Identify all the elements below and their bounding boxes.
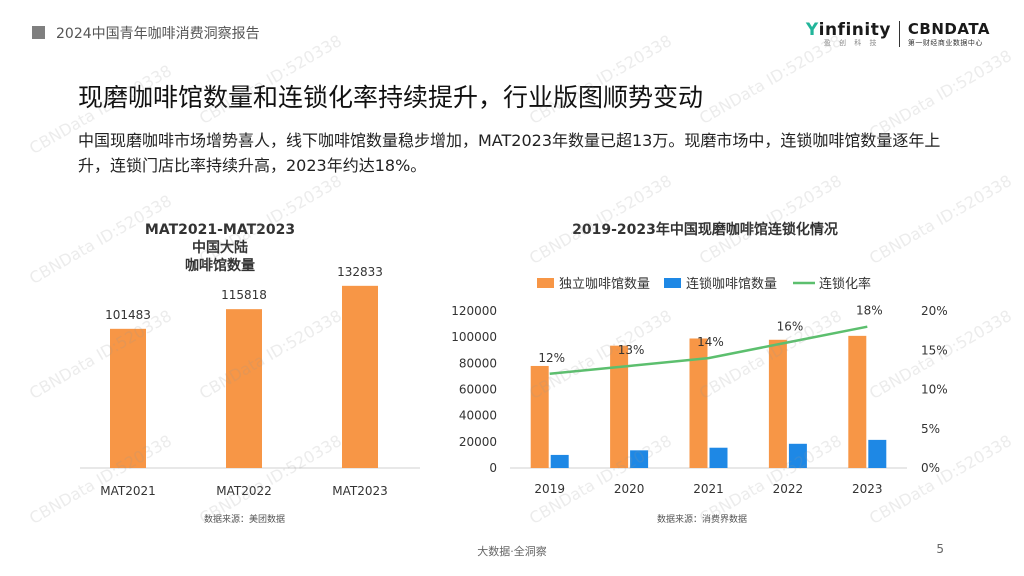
- infinity-logo-sub: 盈 创 科 技: [823, 39, 880, 47]
- right-chart-bar-chain: [709, 447, 728, 468]
- left-chart-data-label: 115818: [221, 288, 267, 302]
- cbndata-logo-sub: 第一财经商业数据中心: [907, 39, 983, 47]
- right-chart-x-tick-label: 2023: [852, 482, 883, 496]
- right-chart-bar-independent: [768, 339, 787, 468]
- logo-divider: [898, 21, 900, 47]
- left-chart-x-tick-label: MAT2022: [216, 484, 272, 498]
- right-chart-line-data-label: 16%: [777, 319, 804, 333]
- left-chart-bar: [342, 285, 378, 468]
- right-chart-line-data-label: 14%: [697, 335, 724, 349]
- left-chart-data-label: 132833: [337, 265, 383, 279]
- right-chart-legend-label: 连锁咖啡馆数量: [686, 276, 777, 292]
- left-chart-bar: [110, 328, 146, 468]
- left-chart-x-tick-label: MAT2021: [100, 484, 156, 498]
- logo-area: Yinfinity 盈 创 科 技 CBNDATA 第一财经商业数据中心: [806, 18, 990, 50]
- infinity-logo: Yinfinity 盈 创 科 技: [806, 20, 891, 48]
- right-chart-bar-independent: [530, 365, 549, 468]
- right-chart-y2-tick-label: 0%: [921, 461, 940, 475]
- right-chart-bar-chain: [788, 443, 807, 468]
- right-chart-bar-chain: [868, 439, 887, 468]
- right-chart-source: 数据来源：消费界数据: [657, 515, 748, 525]
- left-chart-source: 数据来源：美团数据: [204, 515, 286, 525]
- infinity-logo-word: infinity: [818, 20, 891, 40]
- right-chart-x-tick-label: 2021: [693, 482, 724, 496]
- right-chart-legend-swatch: [537, 278, 554, 288]
- slide-title: 现磨咖啡馆数量和连锁化率持续提升，行业版图顺势变动: [78, 83, 704, 112]
- right-chart-y-tick-label: 20000: [459, 435, 497, 449]
- infinity-logo-mark: Y: [805, 20, 819, 40]
- footer-slogan: 大数据·全洞察: [477, 545, 547, 558]
- right-chart-legend-swatch: [664, 278, 681, 288]
- right-chart-y-tick-label: 80000: [459, 356, 497, 370]
- right-chart-line-data-label: 12%: [538, 351, 565, 365]
- right-chart-title: 2019-2023年中国现磨咖啡馆连锁化情况: [572, 222, 838, 238]
- left-chart-data-label: 101483: [105, 308, 151, 322]
- right-chart-bar-independent: [689, 338, 708, 468]
- left-chart-bar: [226, 309, 262, 468]
- right-chart-y2-tick-label: 20%: [921, 304, 948, 318]
- right-chart-bar-independent: [610, 345, 629, 468]
- report-title: 2024中国青年咖啡消费洞察报告: [56, 26, 260, 42]
- right-chart-legend-label: 独立咖啡馆数量: [559, 277, 650, 292]
- right-chart-y2-tick-label: 5%: [921, 422, 940, 436]
- right-chart-y2-tick-label: 15%: [921, 343, 948, 357]
- right-chart-y-tick-label: 60000: [459, 383, 497, 397]
- page-number: 5: [936, 542, 944, 556]
- right-chart-x-tick-label: 2022: [773, 482, 804, 496]
- left-chart-x-tick-label: MAT2023: [332, 484, 388, 498]
- left-chart-title-line1: MAT2021-MAT2023中国大陆: [144, 222, 296, 256]
- left-chart-title: MAT2021-MAT2023中国大陆 咖啡馆数量: [140, 221, 300, 275]
- right-chart-y-tick-label: 40000: [459, 409, 497, 423]
- right-chart-y-tick-label: 120000: [451, 304, 497, 318]
- right-chart-bar-independent: [848, 335, 867, 468]
- right-chart-line-data-label: 18%: [856, 304, 883, 318]
- right-chart-x-tick-label: 2020: [614, 482, 645, 496]
- right-chart-x-tick-label: 2019: [534, 482, 565, 496]
- left-chart-title-line2: 咖啡馆数量: [185, 258, 255, 274]
- right-chart-line-data-label: 13%: [618, 343, 645, 357]
- right-chart-bar-chain: [550, 454, 569, 468]
- right-chart-y-tick-label: 0: [489, 461, 497, 475]
- slide-description: 中国现磨咖啡市场增势喜人，线下咖啡馆数量稳步增加，MAT2023年数量已超13万…: [78, 131, 941, 175]
- header-square-icon: [32, 26, 45, 39]
- right-chart-y2-tick-label: 10%: [921, 383, 948, 397]
- right-chart-line-chain-rate: [549, 325, 868, 376]
- right-chart-legend-label: 连锁化率: [819, 276, 871, 292]
- cbndata-logo: CBNDATA 第一财经商业数据中心: [908, 20, 990, 48]
- right-chart-y-tick-label: 100000: [451, 330, 497, 344]
- right-chart-bar-chain: [630, 450, 649, 468]
- cbndata-logo-word: CBNDATA: [907, 20, 990, 38]
